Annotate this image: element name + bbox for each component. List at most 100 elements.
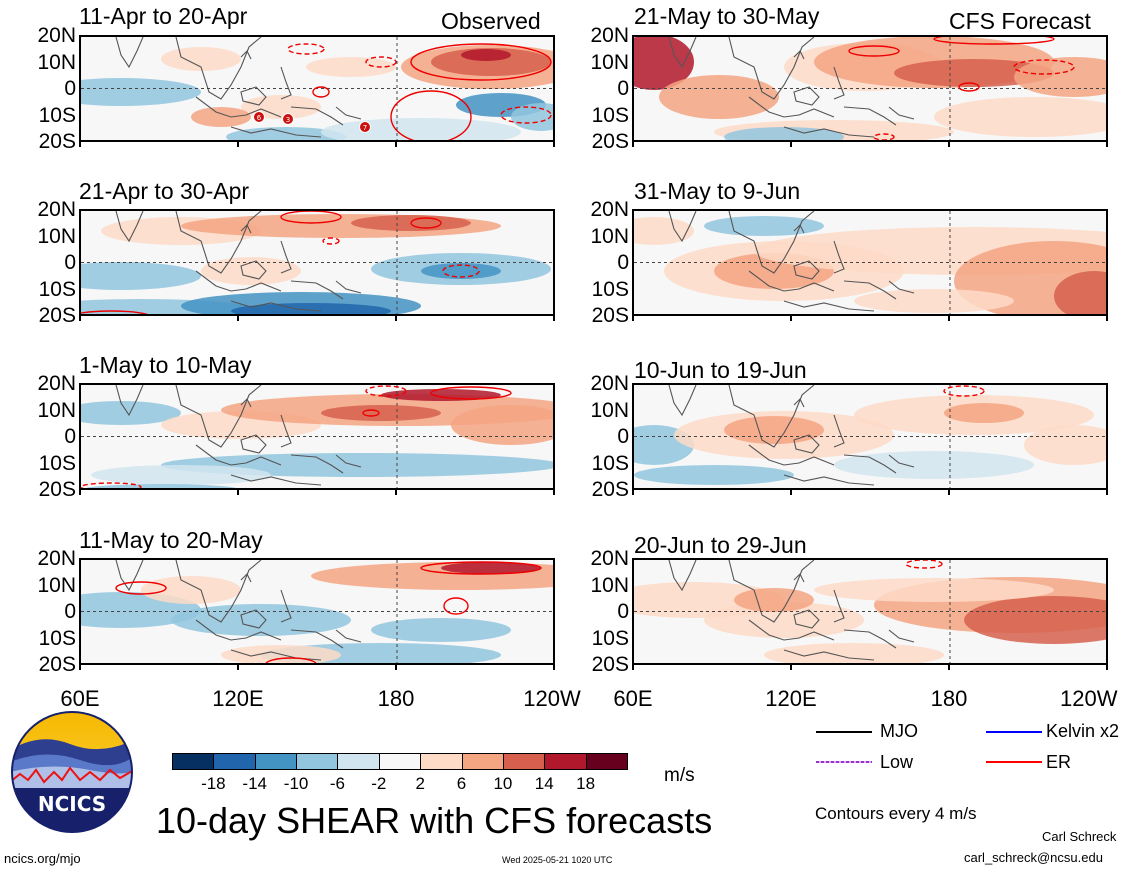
lon-tick [79,142,81,147]
lat-label: 20S [591,130,629,153]
storm-marker: 7 [359,121,371,133]
lat-label: 10N [590,50,629,74]
svg-text:7: 7 [363,124,367,132]
lon-tick [790,316,792,321]
lon-label-120w-left: 120W [523,686,581,711]
lat-label: 10N [37,398,76,422]
lon-tick [237,665,239,670]
main-title: 10-day SHEAR with CFS forecasts [156,800,713,841]
lat-label: 10N [37,224,76,248]
lon-label-120w-right: 120W [1060,686,1118,711]
footer-url[interactable]: ncics.org/mjo [4,851,81,866]
lon-tick [1106,665,1108,670]
lat-label: 0 [64,251,76,274]
lat-label: 20N [37,24,76,47]
lat-label: 20N [37,547,76,570]
lon-tick [395,490,397,495]
colorbar-tick-label: -6 [329,774,346,793]
colorbar-swatch [213,753,256,770]
colorbar-tick-label: 14 [534,774,554,793]
colorbar-swatch [296,753,339,770]
panel-title: 31-May to 9-Jun [634,178,801,204]
lon-tick [395,665,397,670]
svg-text:3: 3 [286,116,290,124]
colorbar-tick-label: -2 [371,774,387,793]
footer-timestamp: Wed 2025-05-21 1020 UTC [502,855,613,865]
lat-label: 20N [37,198,76,221]
lat-label: 10S [591,626,629,650]
panel-title: 21-May to 30-May [634,3,820,29]
legend-line-low [816,761,872,763]
lat-label: 20S [38,130,76,153]
colorbar-tick-label: -18 [201,774,226,793]
lon-tick [553,490,555,495]
lon-tick [553,665,555,670]
lon-tick [237,490,239,495]
lon-tick [632,142,634,147]
lat-label: 10N [37,573,76,597]
colorbar-tick-label: 2 [415,774,425,793]
shear-map-panel [632,383,1108,490]
lat-label: 20S [38,653,76,676]
lat-label: 20N [37,372,76,395]
lat-label: 0 [617,251,629,274]
lon-tick [948,316,950,321]
lon-tick [79,316,81,321]
legend-line-er [986,761,1042,763]
legend-line-kelvin [986,731,1042,733]
lon-label-60e-left: 60E [60,686,100,711]
lat-label: 20N [590,372,629,395]
legend-label-mjo: MJO [880,721,918,741]
lon-tick [553,142,555,147]
lon-tick [237,142,239,147]
lon-label-180-left: 180 [377,686,415,711]
lat-label: 20S [591,304,629,327]
svg-text:6: 6 [257,114,262,122]
colorbar: -18 -14 -10 -6 -2 2 6 10 14 18 [172,753,628,793]
lat-label: 10N [37,50,76,74]
colorbar-tick-label: -10 [283,774,309,793]
colorbar-swatch [254,753,298,770]
colorbar-swatch [544,753,587,770]
lat-label: 0 [617,77,629,100]
lat-label: 20N [590,24,629,47]
shear-map-panel [79,383,555,490]
lon-tick [553,316,555,321]
lon-tick [1106,490,1108,495]
shear-map-panel: 6 3 7 [79,35,555,142]
footer-author: Carl Schreck [1042,829,1117,844]
storm-marker: 6 [253,111,265,123]
lon-tick [79,665,81,670]
lat-label: 20S [591,653,629,676]
shear-map-panel [632,35,1108,142]
lon-label-60e-right: 60E [613,686,653,711]
lon-tick [632,316,634,321]
lon-tick [632,490,634,495]
lat-label: 0 [617,425,629,448]
panel-title: 20-Jun to 29-Jun [634,532,807,558]
logo-text: NCICS [38,792,106,816]
lat-label: 20N [590,547,629,570]
lat-label: 0 [64,600,76,623]
colorbar-swatch [585,753,628,770]
lat-label: 10S [591,103,629,127]
observed-header: Observed [441,8,541,34]
lat-label: 10N [590,573,629,597]
lon-label-120e-left: 120E [212,686,264,711]
lon-label-120e-right: 120E [765,686,817,711]
ncics-logo: NCICS [10,710,134,834]
lon-tick [948,490,950,495]
colorbar-tick-label: 10 [493,774,513,793]
shear-map-panel [632,209,1108,316]
lon-tick [632,665,634,670]
colorbar-swatch [502,753,546,770]
colorbar-tick-label: 18 [576,774,596,793]
panel-title: 11-Apr to 20-Apr [79,3,248,29]
footer-email[interactable]: carl_schreck@ncsu.edu [964,850,1103,865]
shear-map-panel [79,209,555,316]
lat-label: 0 [64,77,76,100]
panel-title: 11-May to 20-May [79,527,263,553]
lon-tick [1106,142,1108,147]
lon-tick [79,490,81,495]
shear-map-panel [632,558,1108,665]
